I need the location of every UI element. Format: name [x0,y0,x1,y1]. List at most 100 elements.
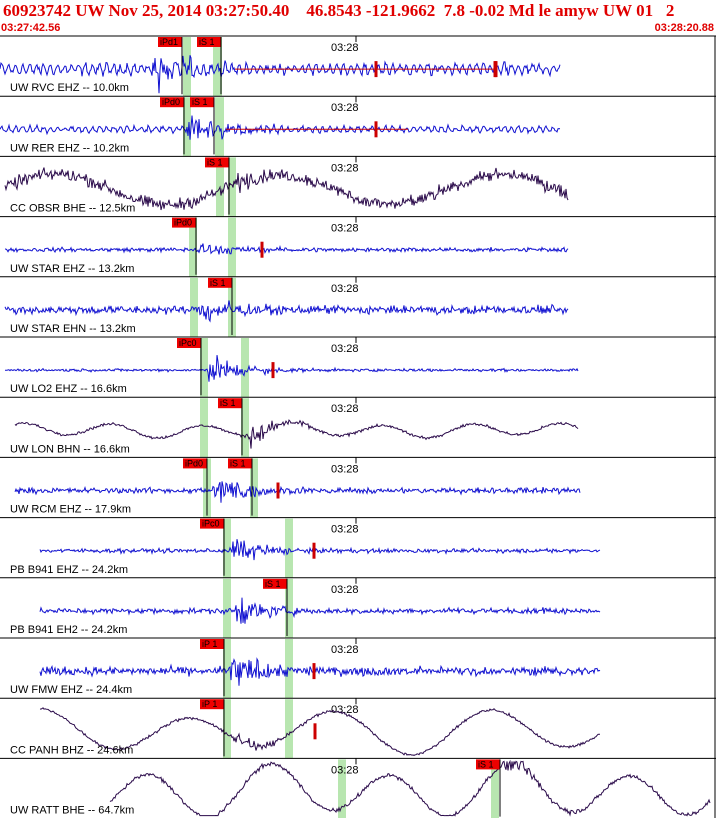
pick-box [228,458,252,469]
pick-box [200,639,224,649]
trace-panel: 03:28 iPd0 iS 1 UW RCM EHZ -- 17.9km [0,457,716,519]
pick-label: iPc0 [202,519,220,529]
event-header-title: 60923742 UW Nov 25, 2014 03:27:50.40 46.… [3,1,675,20]
seismic-trace [39,597,601,624]
pick-window [183,37,191,97]
seismic-trace [4,243,569,255]
seismic-trace [4,300,569,323]
pick-box [205,157,229,168]
pick-label: iS 1 [265,579,281,589]
seismic-trace [0,55,561,94]
pick-window [491,759,499,818]
pick-label: iPd0 [185,458,203,468]
minute-tick-label: 03:28 [331,403,359,415]
seismic-trace [4,355,579,382]
pick-window [223,518,231,578]
pick-window [223,578,231,638]
amplitude-mark [313,723,317,740]
trace-panel: 03:28 iPc0 PB B941 EHZ -- 24.2km [0,517,716,579]
trace-panel: 03:28 iPc0 UW LO2 EHZ -- 16.6km [0,337,716,398]
pick-window [285,699,293,759]
pick-window [228,217,236,277]
pick-label: iS 1 [210,278,226,288]
amplitude-mark [374,61,378,78]
pick-label: iP 1 [202,699,217,709]
pick-box [183,458,207,469]
station-label: CC OBSR BHE -- 12.5km [10,203,135,215]
pick-window [183,97,191,157]
pick-box [263,578,287,589]
trace-panel: 03:28 iP 1 CC PANH BHZ -- 24.6km [0,698,716,759]
pick-window [223,699,231,759]
minute-tick-label: 03:28 [331,162,359,174]
pick-box [197,37,221,47]
amplitude-mark [312,663,316,680]
minute-tick-label: 03:28 [331,644,359,656]
station-label: PB B941 EH2 -- 24.2km [10,624,127,636]
seismic-trace [39,539,601,561]
pick-label: iS 1 [199,37,215,47]
pick-box [200,699,224,710]
pick-label: iPd0 [174,218,192,228]
pick-label: iS 1 [478,759,494,769]
station-label: CC PANH BHZ -- 24.6km [10,744,133,756]
minute-tick-label: 03:28 [331,764,359,776]
pick-window [223,639,231,699]
pick-window [200,338,208,398]
pick-box [200,518,224,529]
amplitude-mark [493,61,497,78]
pick-window [338,759,346,818]
pick-window [250,458,258,518]
station-label: UW RER EHZ -- 10.2km [10,142,129,154]
minute-tick-label: 03:28 [331,343,359,355]
pick-label: iPd0 [162,97,180,107]
station-label: UW LON BHN -- 16.6km [10,443,130,455]
trace-panel: 03:28 iS 1 PB B941 EH2 -- 24.2km [0,577,716,639]
minute-tick-label: 03:28 [331,223,359,235]
seismic-trace [39,657,601,686]
pick-label: iPd1 [160,37,178,47]
minute-tick-label: 03:28 [331,42,359,54]
minute-tick-label: 03:28 [331,283,359,295]
station-label: PB B941 EHZ -- 24.2km [10,564,128,576]
station-label: UW STAR EHZ -- 13.2km [10,263,134,275]
pick-window [241,338,249,398]
pick-window [189,217,197,277]
station-label: UW RATT BHE -- 64.7km [10,805,134,817]
seismic-trace [4,167,569,211]
pick-window [190,277,198,337]
amplitude-mark [374,121,378,138]
pick-box [208,277,232,288]
station-label: UW FMW EHZ -- 24.4km [10,684,132,696]
pick-window [228,157,236,217]
seismic-trace [39,707,601,756]
trace-panel: 03:28 iS 1 UW LON BHN -- 16.6km [0,397,716,458]
pick-window [213,37,222,97]
end-time-label: 03:28:20.88 [654,22,714,34]
trace-panel: 03:28 iPd0 iS 1 UW RER EHZ -- 10.2km [0,96,716,157]
pick-window [200,398,208,458]
seismic-trace [14,419,579,449]
amplitude-mark [276,482,280,499]
pick-box [190,97,214,108]
pick-label: iS 1 [207,157,223,167]
seismic-trace [109,759,711,817]
station-label: UW LO2 EHZ -- 16.6km [10,383,127,395]
pick-label: iS 1 [230,458,246,468]
pick-box [218,398,242,409]
minute-tick-label: 03:28 [331,704,359,716]
amplitude-mark [271,362,275,379]
station-label: UW RCM EHZ -- 17.9km [10,504,131,516]
pick-label: iS 1 [192,97,208,107]
pick-box [177,338,201,348]
pick-label: iS 1 [220,398,236,408]
minute-tick-label: 03:28 [331,584,359,596]
pick-label: iPc0 [179,338,197,348]
seismic-trace [0,115,561,140]
seismic-trace [14,481,581,503]
amplitude-mark [312,542,316,559]
minute-tick-label: 03:28 [331,102,359,114]
pick-window [285,578,293,638]
start-time-label: 03:27:42.56 [1,22,61,34]
